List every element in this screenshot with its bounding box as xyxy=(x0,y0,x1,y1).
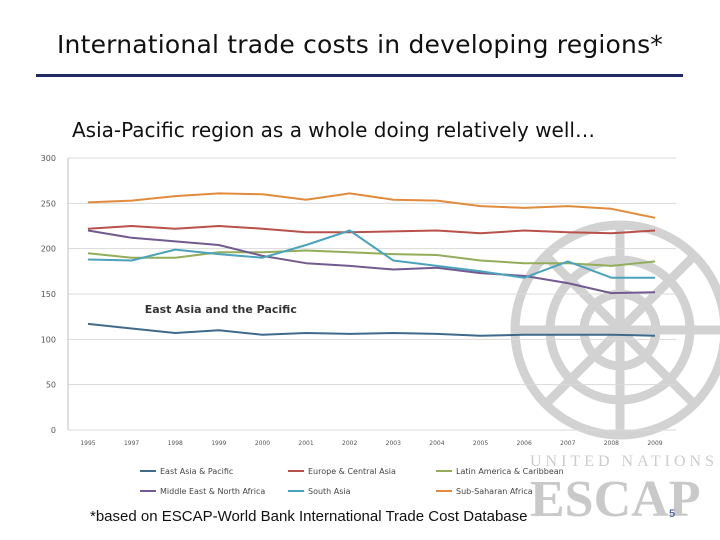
chart-title: Asia-Pacific region as a whole doing rel… xyxy=(72,118,595,142)
slide-title: International trade costs in developing … xyxy=(56,30,663,59)
x-tick-label: 2007 xyxy=(560,440,575,447)
x-tick-label: 1999 xyxy=(211,440,226,447)
un-emblem-watermark: UNITED NATIONS ESCAP xyxy=(510,220,720,528)
title-divider xyxy=(36,74,683,77)
page-number: 5 xyxy=(669,508,676,520)
x-tick-label: 2009 xyxy=(647,440,662,447)
series-line-east-asia-pacific xyxy=(87,322,656,337)
series-line-latin-america-caribbean xyxy=(87,249,656,267)
series-line-sub-saharan-africa xyxy=(87,192,656,219)
y-tick-label: 150 xyxy=(41,290,56,299)
series-line-south-asia xyxy=(87,229,655,279)
legend-label: Sub-Saharan Africa xyxy=(456,487,533,496)
watermark-line-2: ESCAP xyxy=(530,471,700,528)
x-tick-label: 1997 xyxy=(124,440,139,447)
x-tick-label: 1995 xyxy=(80,440,95,447)
line-chart: 0 50 100 150 200 250 300 1995 1997 1998 1999 2000 20… xyxy=(41,154,676,496)
x-tick-label: 2002 xyxy=(342,440,357,447)
x-tick-label: 2006 xyxy=(517,440,532,447)
y-tick-label: 0 xyxy=(51,426,56,435)
x-tick-label: 2000 xyxy=(255,440,270,447)
x-tick-label: 1998 xyxy=(168,440,183,447)
y-tick-label: 300 xyxy=(41,154,56,163)
y-tick-label: 100 xyxy=(41,335,56,344)
y-tick-label: 50 xyxy=(46,381,56,390)
legend-label: South Asia xyxy=(308,487,351,496)
legend-label: Middle East & North Africa xyxy=(160,487,265,496)
legend-label: Europe & Central Asia xyxy=(308,467,396,476)
legend-label: Latin America & Caribbean xyxy=(456,467,564,476)
y-tick-label: 250 xyxy=(41,199,56,208)
legend-label: East Asia & Pacific xyxy=(160,467,233,476)
x-tick-label: 2001 xyxy=(298,440,313,447)
watermark-line-1: UNITED NATIONS xyxy=(530,453,718,470)
series-line-middle-east-north-africa xyxy=(87,229,656,295)
x-tick-label: 2008 xyxy=(604,440,619,447)
series-line-europe-central-asia xyxy=(87,225,656,235)
source-footnote: *based on ESCAP-World Bank International… xyxy=(90,508,528,525)
chart-annotation: East Asia and the Pacific xyxy=(145,303,297,316)
x-tick-label: 2003 xyxy=(386,440,401,447)
y-tick-label: 200 xyxy=(41,245,56,254)
x-tick-label: 2005 xyxy=(473,440,488,447)
x-tick-label: 2004 xyxy=(429,440,444,447)
